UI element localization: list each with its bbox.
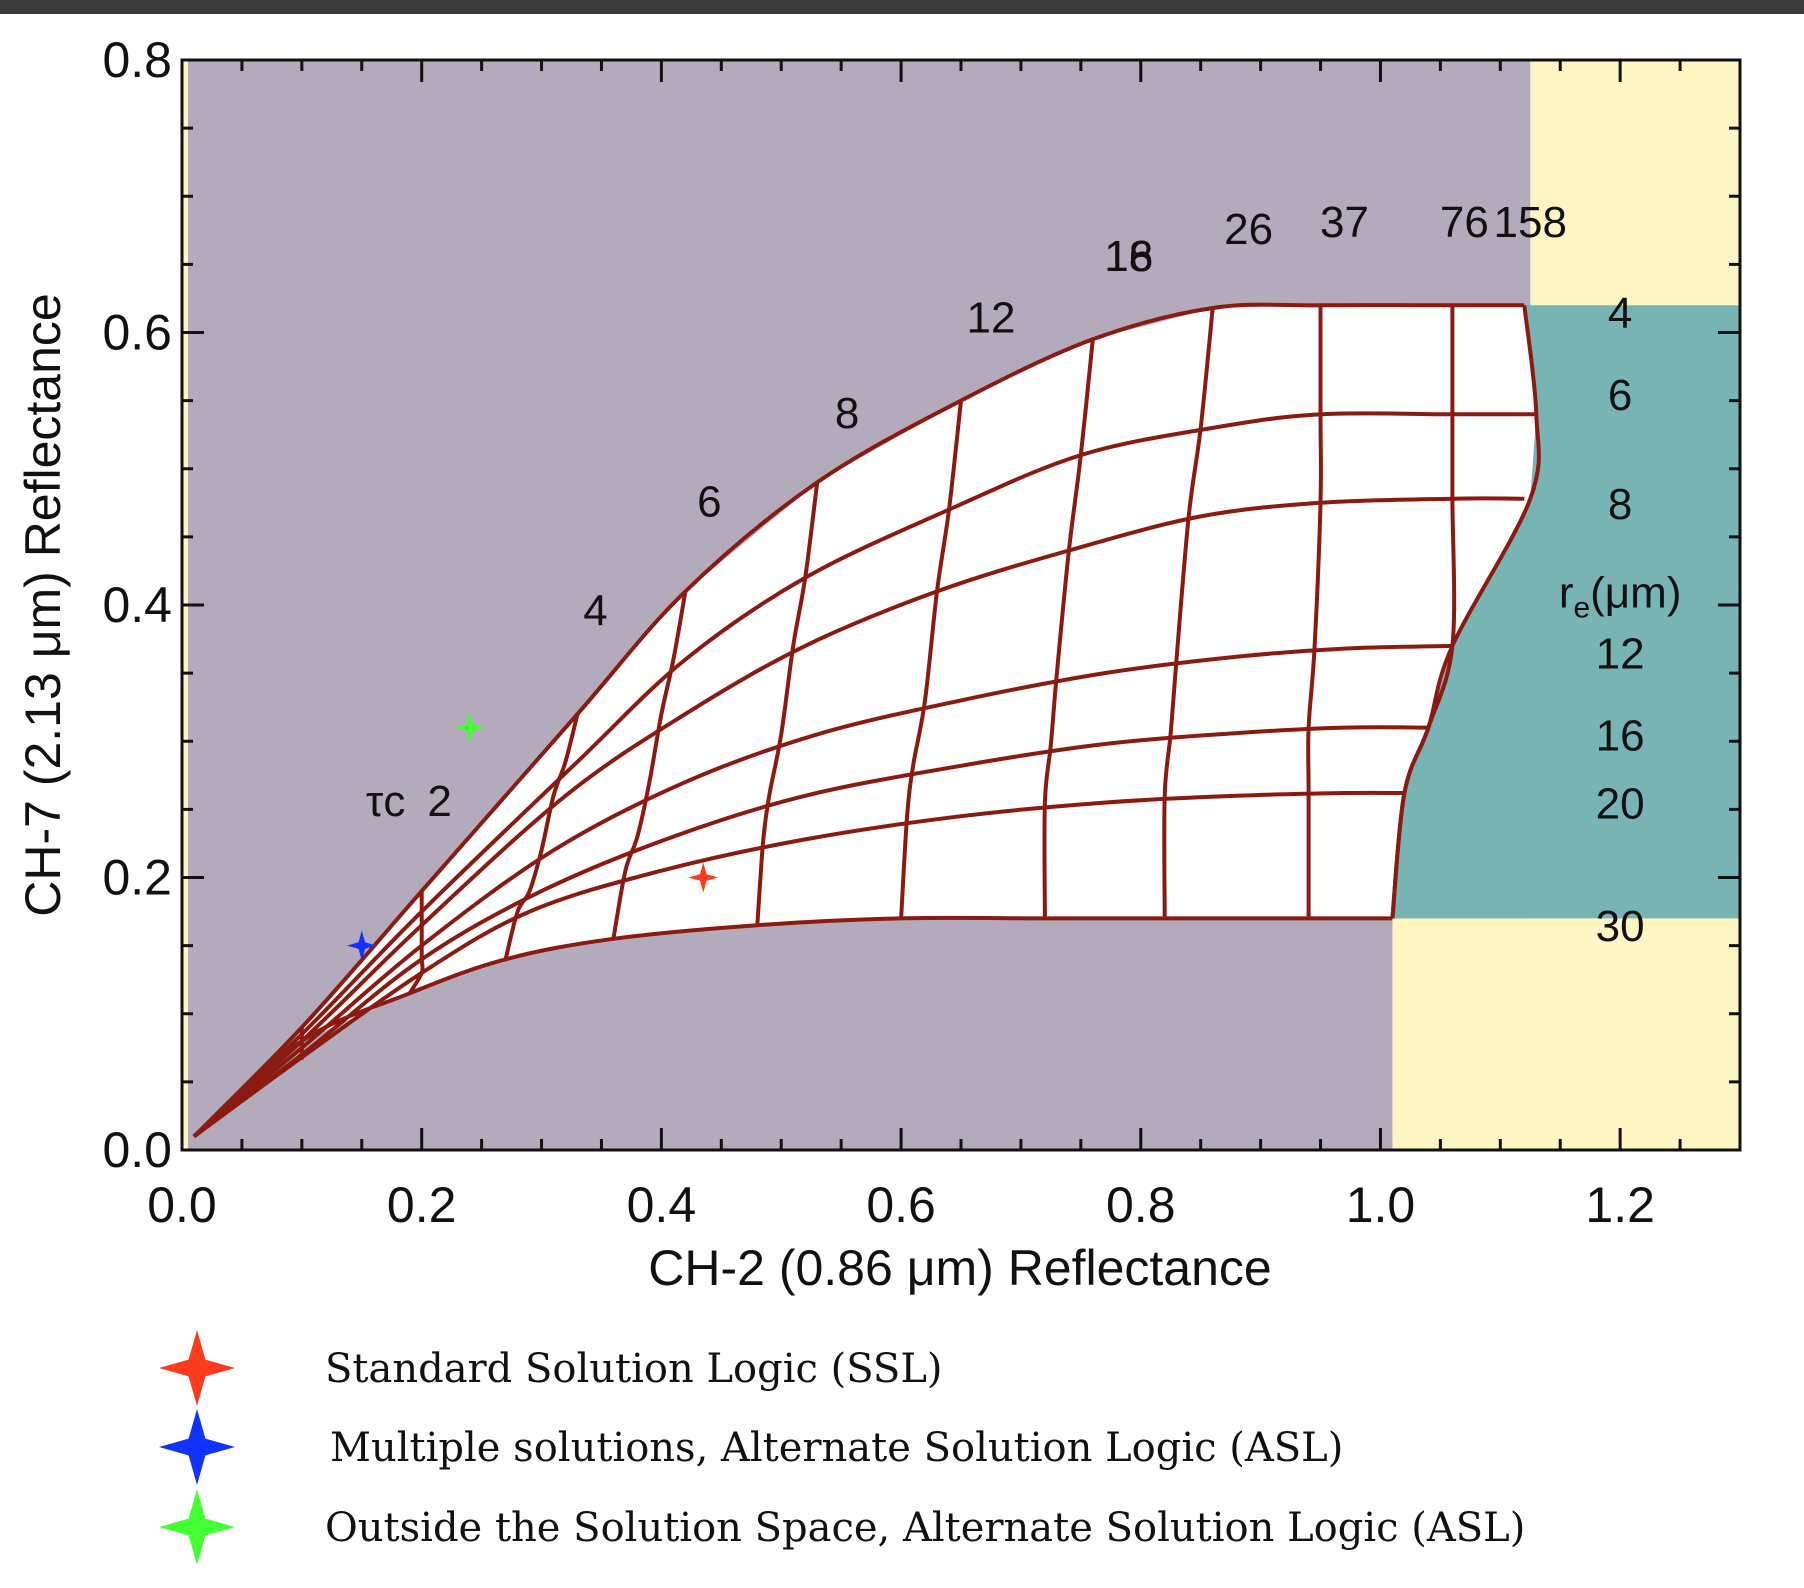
tau-label-4: 4 (583, 586, 607, 635)
tau-label-158: 158 (1494, 198, 1567, 247)
legend: Standard Solution Logic (SSL) Multiple so… (159, 1330, 1525, 1565)
solution-markers (346, 712, 719, 961)
re-curve-20 (192, 790, 1405, 1139)
re-label-6: 6 (1608, 371, 1632, 420)
tau-curve-37 (1306, 305, 1323, 919)
x-tick-label: 0.4 (627, 1177, 697, 1233)
re-label-12: 12 (1596, 630, 1645, 679)
re-curve-16 (192, 725, 1429, 1138)
legend-label-3: Outside the Solution Space, Alternate So… (325, 1505, 1525, 1551)
re-label-20: 20 (1596, 780, 1645, 829)
y-axis-title: CH-7 (2.13 μm) Reflectance (15, 293, 71, 916)
re-curve-4 (192, 302, 1525, 1138)
re-axis-label: re(μm) (1559, 568, 1682, 624)
marker-SSL (688, 862, 719, 893)
tau-label-18: 18 (1104, 232, 1153, 281)
marker-ASL-multiple (346, 930, 377, 961)
x-tick-label: 1.2 (1585, 1177, 1655, 1233)
re-labels: 4 6 8 12 16 20 30 re(μm) (1559, 289, 1682, 951)
tau-label-6: 6 (697, 477, 721, 526)
tau-label-8: 8 (835, 389, 859, 438)
legend-label-1: Standard Solution Logic (SSL) (325, 1346, 942, 1392)
outside-region-lower-right (1392, 918, 1740, 1150)
lut-grid-lines (192, 302, 1541, 1139)
legend-marker-1 (159, 1330, 235, 1406)
tau-curve-158 (1390, 305, 1541, 919)
re-label-16: 16 (1596, 711, 1645, 760)
y-tick-label: 0.8 (102, 32, 172, 88)
y-tick-label: 0.4 (102, 577, 172, 633)
tau-curve-12 (755, 482, 820, 926)
tau-label-16: 16 (1104, 232, 1153, 281)
y-tick-label: 0.0 (102, 1122, 172, 1178)
re-label-8: 8 (1608, 480, 1632, 529)
x-tick-label: 0.0 (147, 1177, 217, 1233)
top-border-strip (0, 0, 1804, 14)
legend-label-2: Multiple solutions, Alternate Solution L… (330, 1425, 1343, 1471)
tau-curve-26 (1162, 307, 1215, 919)
x-tick-label: 0.2 (387, 1177, 457, 1233)
y-tick-label: 0.2 (102, 850, 172, 906)
legend-marker-3 (159, 1489, 235, 1565)
tau-label-76: 76 (1440, 198, 1489, 247)
legend-marker-2 (159, 1409, 235, 1485)
re-curve-30 (192, 915, 1393, 1138)
tau-curve-8 (611, 591, 688, 940)
tau-label-12: 12 (966, 294, 1015, 343)
re-curve-12 (192, 643, 1453, 1138)
re-label-30: 30 (1596, 902, 1645, 951)
tau-curve-16 (899, 400, 963, 919)
axes: 0.0 0.2 0.4 0.6 0.8 1.0 1.2 0.0 0.2 0.4 0.6 0.8 (102, 32, 1742, 1233)
tau-curve-18 (1042, 339, 1095, 919)
x-tick-label: 1.0 (1346, 1177, 1416, 1233)
x-tick-label: 0.6 (866, 1177, 936, 1233)
x-axis-title: CH-2 (0.86 μm) Reflectance (648, 1240, 1271, 1296)
re-label-4: 4 (1608, 289, 1632, 338)
tau-curve-4 (407, 891, 425, 995)
y-tick-label: 0.6 (102, 305, 172, 361)
tau-label-2: 2 (427, 777, 451, 826)
marker-ASL-outside (454, 712, 485, 743)
x-tick-label: 0.8 (1106, 1177, 1176, 1233)
tau-axis-label: τc (366, 777, 405, 826)
tau-label-26: 26 (1224, 205, 1273, 254)
tau-curve-6 (503, 713, 580, 960)
tau-label-37: 37 (1320, 198, 1369, 247)
